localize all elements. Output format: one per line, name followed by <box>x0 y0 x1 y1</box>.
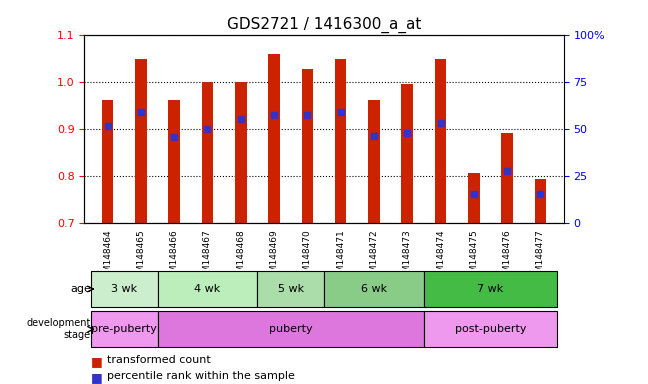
Text: development
stage: development stage <box>27 318 91 340</box>
Bar <box>424 311 557 348</box>
Bar <box>502 133 513 223</box>
Text: 7 wk: 7 wk <box>478 284 503 294</box>
Bar <box>157 311 424 348</box>
Bar <box>535 179 546 223</box>
Bar <box>135 59 146 223</box>
Bar <box>102 101 113 223</box>
Text: post-puberty: post-puberty <box>455 324 526 334</box>
Bar <box>91 311 157 348</box>
Text: percentile rank within the sample: percentile rank within the sample <box>107 371 295 381</box>
Bar <box>368 101 380 223</box>
Bar <box>157 271 257 307</box>
Bar <box>235 82 247 223</box>
Bar <box>424 271 557 307</box>
Text: transformed count: transformed count <box>107 355 211 365</box>
Text: ■: ■ <box>91 371 106 384</box>
Text: ■: ■ <box>91 355 106 368</box>
Bar <box>202 82 213 223</box>
Bar <box>301 70 313 223</box>
Text: 4 wk: 4 wk <box>194 284 220 294</box>
Bar <box>168 101 180 223</box>
Bar <box>91 271 157 307</box>
Text: 6 wk: 6 wk <box>361 284 387 294</box>
Bar <box>335 59 347 223</box>
Bar <box>257 271 324 307</box>
Text: puberty: puberty <box>269 324 312 334</box>
Bar <box>401 84 413 223</box>
Bar <box>324 271 424 307</box>
Text: 5 wk: 5 wk <box>277 284 304 294</box>
Text: age: age <box>70 284 91 294</box>
Title: GDS2721 / 1416300_a_at: GDS2721 / 1416300_a_at <box>227 17 421 33</box>
Text: 3 wk: 3 wk <box>111 284 137 294</box>
Text: pre-puberty: pre-puberty <box>91 324 157 334</box>
Bar <box>435 59 446 223</box>
Bar <box>268 54 280 223</box>
Bar <box>468 173 480 223</box>
